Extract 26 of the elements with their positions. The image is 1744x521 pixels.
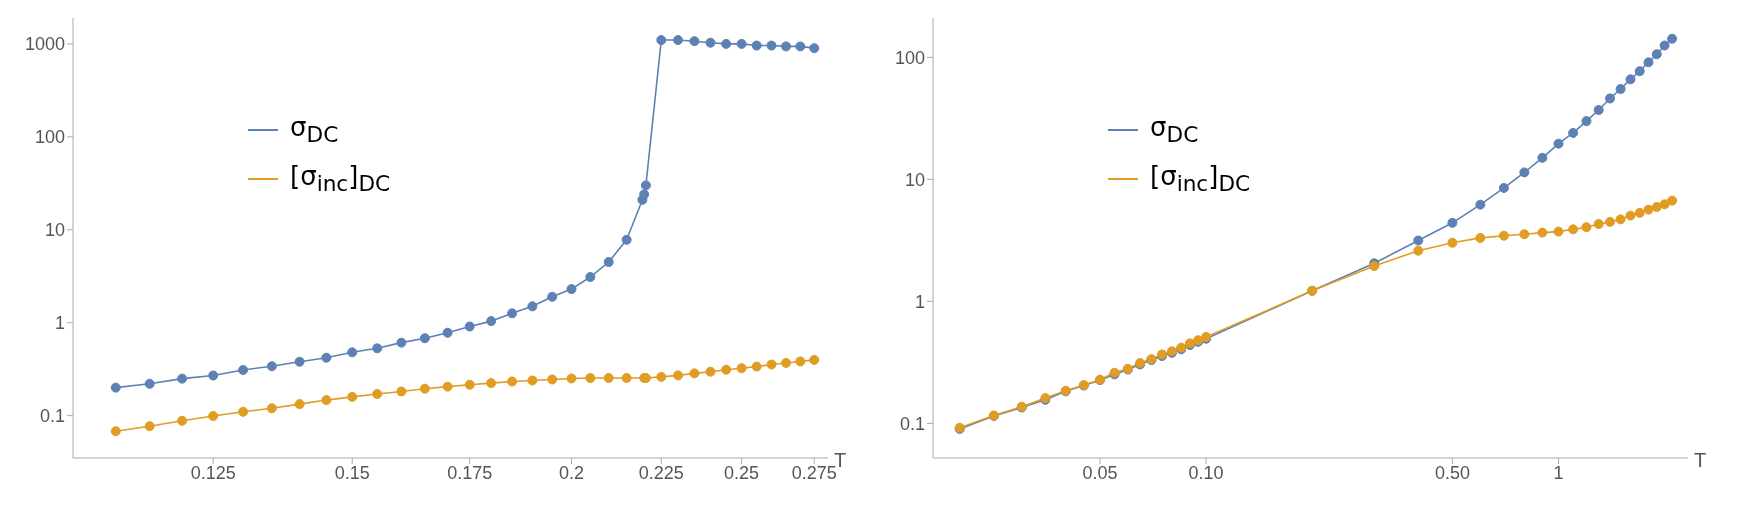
x-axis-title: T (834, 449, 847, 472)
x-tick-label: 1 (1553, 462, 1564, 483)
legend-label: [σ$_{inc}$]$_{DC}$ (290, 161, 391, 197)
x-tick-label: 0.225 (638, 462, 684, 483)
x-tick-label: 0.05 (1082, 462, 1118, 483)
y-tick-label: 100 (34, 127, 65, 148)
legend-label: σ$_{DC}$ (1150, 112, 1199, 148)
x-tick-label: 0.175 (447, 462, 493, 483)
x-tick-label: 0.25 (724, 462, 760, 483)
y-tick-label: 100 (894, 47, 925, 68)
x-tick-label: 0.125 (190, 462, 236, 483)
y-tick-label: 10 (44, 220, 65, 241)
x-axis-title: T (1694, 449, 1707, 472)
legend-label: [σ$_{inc}$]$_{DC}$ (1150, 161, 1251, 197)
x-tick-label: 0.275 (791, 462, 837, 483)
x-tick-label: 0.10 (1188, 462, 1224, 483)
y-tick-label: 1 (54, 313, 65, 334)
legend-label: σ$_{DC}$ (290, 112, 339, 148)
x-tick-label: 0.50 (1434, 462, 1470, 483)
x-tick-label: 0.15 (334, 462, 370, 483)
y-tick-label: 0.1 (39, 406, 65, 427)
y-tick-label: 1000 (24, 34, 65, 55)
y-tick-label: 0.1 (899, 413, 925, 434)
y-tick-label: 10 (904, 169, 925, 190)
y-tick-label: 1 (914, 291, 925, 312)
x-tick-label: 0.2 (558, 462, 585, 483)
